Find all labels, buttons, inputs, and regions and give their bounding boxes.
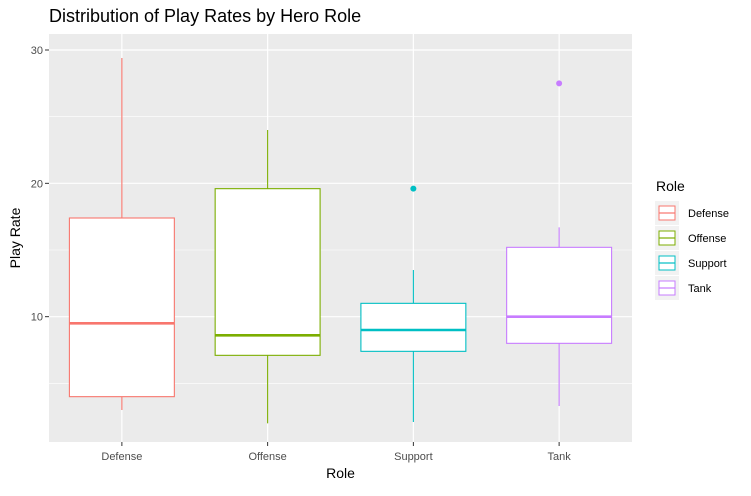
box-iqr	[214, 188, 321, 356]
box-iqr	[360, 302, 467, 352]
box-tank	[506, 80, 613, 406]
y-axis-title: Play Rate	[7, 207, 23, 268]
x-tick-label: Support	[394, 451, 433, 463]
box-offense	[214, 130, 321, 424]
x-axis-title: Role	[326, 465, 355, 481]
legend-label: Offense	[688, 233, 726, 245]
box-iqr	[68, 217, 175, 398]
y-tick-label: 30	[31, 45, 43, 57]
legend-item-tank: Tank	[655, 276, 712, 300]
x-axis: Defense Offense Support Tank	[101, 442, 571, 463]
y-tick-label: 10	[31, 312, 43, 324]
legend-item-offense: Offense	[655, 226, 726, 250]
outlier-point	[556, 80, 563, 87]
x-tick-label: Tank	[548, 451, 572, 463]
legend-label: Defense	[688, 208, 729, 220]
legend-items: Defense Offense Support Tank	[655, 201, 729, 300]
y-tick-label: 20	[31, 178, 43, 190]
legend: Role Defense Offense Support Tank	[655, 178, 729, 300]
y-axis: 10 20 30	[31, 45, 49, 324]
outlier-point	[410, 185, 417, 192]
legend-title: Role	[656, 178, 685, 194]
x-tick-label: Defense	[101, 451, 142, 463]
box-series	[68, 58, 613, 424]
box-iqr	[506, 246, 613, 344]
legend-label: Tank	[688, 283, 712, 295]
chart-title: Distribution of Play Rates by Hero Role	[49, 6, 361, 26]
legend-item-support: Support	[655, 251, 727, 275]
box-support	[360, 185, 467, 422]
box-defense	[68, 58, 175, 410]
legend-label: Support	[688, 258, 727, 270]
legend-item-defense: Defense	[655, 201, 729, 225]
x-tick-label: Offense	[248, 451, 286, 463]
